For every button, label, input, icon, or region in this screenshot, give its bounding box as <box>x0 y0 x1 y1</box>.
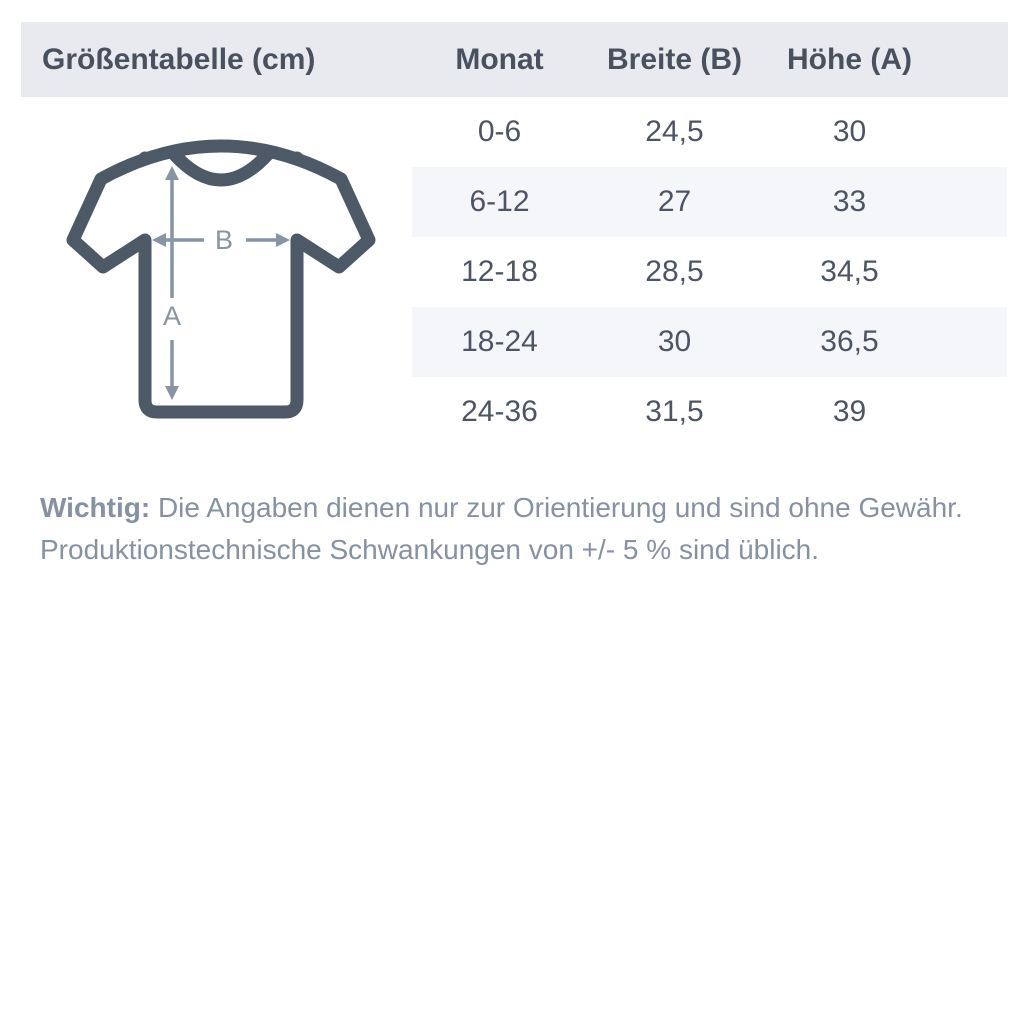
width-cell: 31,5 <box>645 395 704 428</box>
width-cell: 28,5 <box>645 255 704 288</box>
width-arrow <box>152 233 290 247</box>
width-cell: 30 <box>657 325 692 358</box>
note: Wichtig: Die Angaben dienen nur zur Orie… <box>40 487 963 571</box>
width-cell: 24,5 <box>645 115 704 148</box>
table-row: 18-24 30 36,5 <box>412 307 1007 377</box>
table-row: 0-6 24,5 30 <box>412 97 1007 167</box>
month-cell: 12-18 <box>461 255 538 288</box>
height-cell: 30 <box>832 115 867 148</box>
height-arrow <box>165 166 179 400</box>
tshirt-sleeves-outline <box>66 139 376 274</box>
height-cell: 34,5 <box>820 255 879 288</box>
width-label: B <box>215 225 233 255</box>
height-cell: 36,5 <box>820 325 879 358</box>
height-label: A <box>163 301 181 331</box>
height-cell: 33 <box>832 185 867 218</box>
table-row: 24-36 31,5 39 <box>412 377 1007 447</box>
note-line2: Produktionstechnische Schwankungen von +… <box>40 534 820 565</box>
month-cell: 18-24 <box>461 325 538 358</box>
height-cell: 39 <box>832 395 867 428</box>
table-row: 12-18 28,5 34,5 <box>412 237 1007 307</box>
month-cell: 0-6 <box>477 115 522 148</box>
page-title: Größentabelle (cm) <box>42 42 316 76</box>
month-cell: 6-12 <box>469 185 530 218</box>
width-cell: 27 <box>657 185 692 218</box>
note-label: Wichtig: <box>40 492 151 523</box>
tshirt-measurement-diagram: A B <box>62 118 380 428</box>
column-header-hoehe: Höhe (A) <box>787 42 912 76</box>
table-row: 6-12 27 33 <box>412 167 1007 237</box>
size-table: 0-6 24,5 30 6-12 27 33 12-18 28,5 34,5 1… <box>412 97 1007 447</box>
column-header-breite: Breite (B) <box>606 42 742 76</box>
table-header-bar: Größentabelle (cm) Monat Breite (B) Höhe… <box>21 22 1008 97</box>
tshirt-icon: A B <box>66 139 376 419</box>
month-cell: 24-36 <box>461 395 538 428</box>
note-line1: Die Angaben dienen nur zur Orientierung … <box>157 492 963 523</box>
tshirt-collar <box>167 147 275 187</box>
column-header-monat: Monat <box>455 42 544 76</box>
